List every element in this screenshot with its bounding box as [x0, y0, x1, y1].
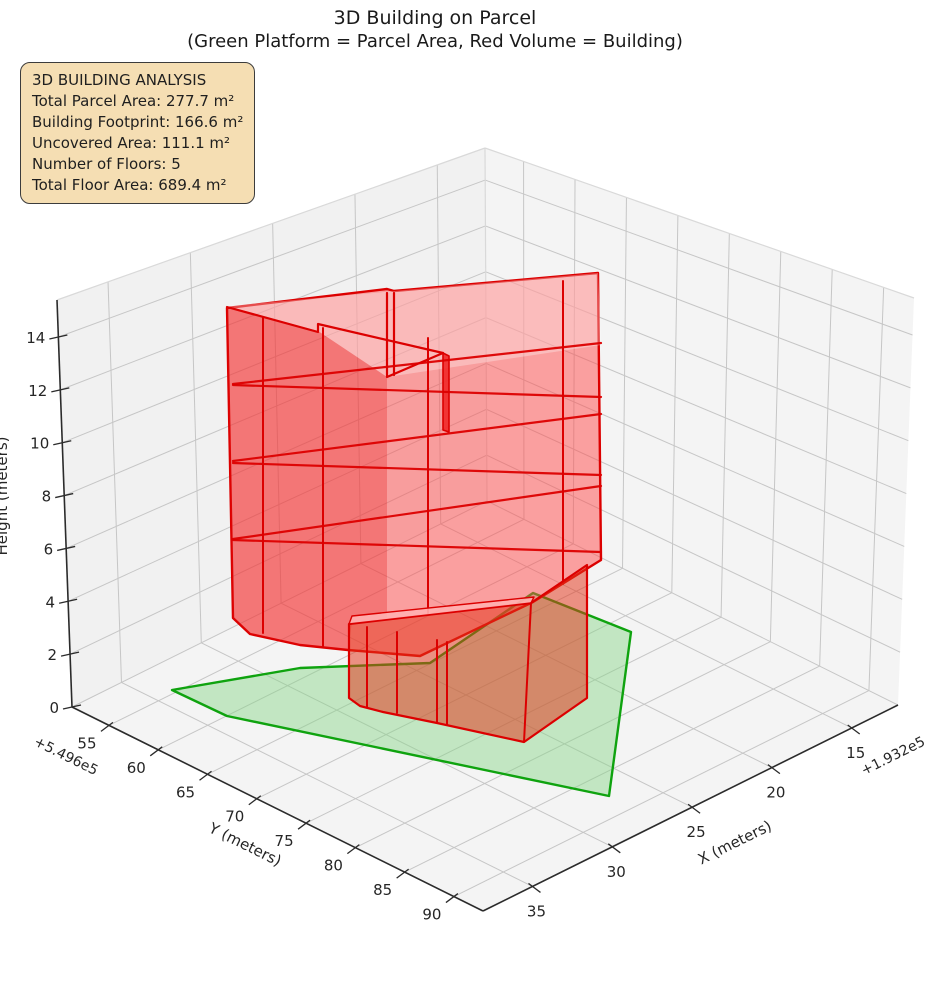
z-tick-label: 0 [49, 699, 59, 717]
building-roof-face [227, 273, 601, 377]
y-gridline-floor [453, 690, 870, 898]
y-tick-label: 60 [127, 759, 146, 777]
y-tick-mark [346, 844, 360, 855]
z-axis-label: Height (meters) [0, 437, 11, 556]
z-gridline-right-wall [485, 225, 911, 389]
chart-subtitle: (Green Platform = Parcel Area, Red Volum… [187, 31, 683, 52]
y-tick-label: 70 [225, 808, 244, 826]
building-ground-floor [347, 563, 589, 744]
y-axis-spine [71, 706, 484, 912]
analysis-info-box: 3D BUILDING ANALYSIS Total Parcel Area: … [20, 62, 256, 204]
x-tick-mark [767, 764, 781, 775]
y-tick-label: 90 [422, 906, 441, 924]
y-tick-mark [248, 795, 262, 806]
y-tick-label: 65 [176, 783, 195, 801]
z-tick-label: 4 [46, 593, 56, 611]
x-tick-mark [607, 843, 621, 854]
building-front-wall [227, 308, 387, 650]
x-gridline-floor [121, 681, 533, 887]
y-tick-mark [396, 868, 410, 879]
building-vertical-edges [262, 280, 564, 647]
y-tick-mark [445, 893, 459, 904]
info-uncovered-area: Uncovered Area: 111.1 m² [32, 134, 231, 152]
z-axis-spine [56, 299, 73, 708]
y-gridline-wall [769, 251, 782, 642]
y-tick-label: 85 [373, 881, 392, 899]
building-floor-lines-front [231, 383, 603, 554]
z-gridline-right-wall [485, 179, 913, 336]
z-tick-label: 14 [26, 329, 45, 347]
x-axis-spine [482, 704, 899, 912]
z-tick-label: 2 [48, 646, 58, 664]
building-roof-edges [225, 291, 445, 379]
y-gridline-floor [355, 641, 771, 849]
z-tick-label: 10 [30, 435, 49, 453]
x-gridline-floor [201, 642, 613, 848]
title-block: 3D Building on Parcel (Green Platform = … [0, 6, 870, 53]
info-total-parcel-area: Total Parcel Area: 277.7 m² [32, 92, 235, 110]
y-tick-mark [149, 746, 163, 757]
z-tick-label: 8 [42, 488, 52, 506]
y-gridline-wall [622, 197, 627, 569]
z-tick-label: 6 [44, 540, 54, 558]
z-gridline-left-wall [58, 179, 486, 338]
info-total-floor-area: Total Floor Area: 689.4 m² [32, 176, 227, 194]
x-tick-label: 15 [846, 744, 865, 762]
y-tick-mark [297, 819, 311, 830]
y-gridline-wall [671, 215, 679, 593]
y-gridline-wall [819, 269, 833, 667]
y-tick-label: 55 [77, 734, 96, 752]
ground-floor-edges [366, 602, 532, 743]
building-floor-lines-back [231, 341, 603, 541]
y-gridline-wall [720, 233, 730, 618]
y-tick-label: 75 [275, 832, 294, 850]
y-tick-mark [199, 770, 212, 781]
x-axis-label: X (meters) [695, 817, 774, 869]
x-tick-mark [847, 724, 861, 735]
x-tick-label: 25 [687, 823, 706, 841]
ground-floor-slab-band [348, 596, 535, 625]
z-tick-label: 12 [28, 382, 47, 400]
building [225, 271, 603, 744]
info-number-of-floors: Number of Floors: 5 [32, 155, 181, 173]
x-tick-label: 20 [766, 784, 785, 802]
x-gridline-wall [107, 281, 122, 683]
info-building-footprint: Building Footprint: 166.6 m² [32, 113, 244, 131]
x-tick-mark [687, 803, 701, 814]
x-tick-label: 35 [527, 902, 546, 920]
info-box-title: 3D BUILDING ANALYSIS [32, 71, 207, 89]
y-gridline-wall [868, 287, 885, 691]
y-tick-mark [100, 721, 114, 732]
x-axis-offset-text: +1.932e5 [859, 734, 928, 779]
x-gridline-wall [189, 252, 202, 643]
y-axis-label: Y (meters) [205, 819, 284, 871]
x-tick-mark [528, 882, 541, 893]
y-tick-label: 80 [324, 857, 343, 875]
x-tick-label: 30 [607, 863, 626, 881]
chart-title: 3D Building on Parcel [333, 7, 537, 29]
